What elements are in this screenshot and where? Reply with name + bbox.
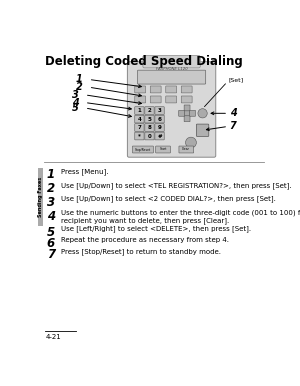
- FancyBboxPatch shape: [128, 62, 216, 157]
- Text: Press [Stop/Reset] to return to standby mode.: Press [Stop/Reset] to return to standby …: [61, 248, 221, 255]
- Text: 7: 7: [137, 125, 141, 130]
- Text: Use [Up/Down] to select <2 CODED DIAL?>, then press [Set].: Use [Up/Down] to select <2 CODED DIAL?>,…: [61, 196, 276, 202]
- FancyBboxPatch shape: [179, 146, 194, 153]
- Text: 1: 1: [137, 108, 141, 113]
- Text: 7: 7: [230, 122, 236, 131]
- Text: 2: 2: [46, 182, 55, 195]
- Text: 1: 1: [76, 74, 82, 85]
- Text: [Set]: [Set]: [228, 78, 243, 83]
- Text: 4: 4: [72, 98, 79, 108]
- FancyBboxPatch shape: [145, 115, 154, 123]
- FancyBboxPatch shape: [137, 70, 206, 84]
- Text: Deleting Coded Speed Dialing: Deleting Coded Speed Dialing: [45, 55, 243, 68]
- Text: 6: 6: [158, 117, 161, 122]
- FancyBboxPatch shape: [135, 86, 146, 93]
- FancyBboxPatch shape: [135, 96, 146, 103]
- FancyBboxPatch shape: [156, 146, 170, 153]
- Text: *: *: [138, 134, 141, 139]
- Text: 4-21: 4-21: [45, 334, 61, 340]
- Text: 8: 8: [148, 125, 152, 130]
- Text: Use [Up/Down] to select <TEL REGISTRATION?>, then press [Set].: Use [Up/Down] to select <TEL REGISTRATIO…: [61, 182, 291, 189]
- Circle shape: [185, 137, 197, 148]
- FancyBboxPatch shape: [135, 124, 144, 131]
- FancyBboxPatch shape: [155, 115, 164, 123]
- FancyBboxPatch shape: [181, 86, 192, 93]
- FancyBboxPatch shape: [155, 107, 164, 115]
- FancyBboxPatch shape: [166, 86, 177, 93]
- Circle shape: [198, 109, 207, 118]
- FancyBboxPatch shape: [132, 146, 153, 153]
- Text: 0: 0: [148, 134, 152, 139]
- Text: 3: 3: [46, 196, 55, 209]
- FancyBboxPatch shape: [145, 107, 154, 115]
- FancyBboxPatch shape: [155, 124, 164, 131]
- Text: 1: 1: [46, 168, 55, 181]
- Text: Press [Menu].: Press [Menu].: [61, 168, 108, 175]
- Text: 2: 2: [76, 82, 82, 92]
- FancyBboxPatch shape: [150, 86, 161, 93]
- Text: Stop/Reset: Stop/Reset: [135, 147, 151, 151]
- Text: 4: 4: [46, 210, 55, 223]
- Text: 9: 9: [158, 125, 161, 130]
- Text: Start: Start: [159, 147, 167, 151]
- Text: 2: 2: [148, 108, 152, 113]
- Bar: [38, 168, 43, 226]
- Text: 7: 7: [46, 248, 55, 261]
- Text: Repeat the procedure as necessary from step 4.: Repeat the procedure as necessary from s…: [61, 237, 229, 243]
- Text: Use the numeric buttons to enter the three-digit code (001 to 100) for the
recip: Use the numeric buttons to enter the thr…: [61, 210, 300, 224]
- Text: 5: 5: [72, 103, 79, 113]
- FancyBboxPatch shape: [145, 132, 154, 140]
- FancyBboxPatch shape: [135, 107, 144, 115]
- FancyBboxPatch shape: [155, 132, 164, 140]
- FancyBboxPatch shape: [181, 96, 192, 103]
- FancyBboxPatch shape: [179, 110, 184, 116]
- Text: 5: 5: [46, 226, 55, 239]
- Text: #: #: [157, 134, 162, 139]
- FancyBboxPatch shape: [143, 56, 200, 68]
- FancyBboxPatch shape: [135, 115, 144, 123]
- Text: 6: 6: [46, 237, 55, 250]
- FancyBboxPatch shape: [190, 110, 195, 116]
- Text: 4: 4: [230, 108, 236, 119]
- FancyBboxPatch shape: [184, 116, 190, 122]
- FancyBboxPatch shape: [135, 132, 144, 140]
- Text: Use [Left/Right] to select <DELETE>, then press [Set].: Use [Left/Right] to select <DELETE>, the…: [61, 226, 251, 232]
- Text: FAXPHONE L120: FAXPHONE L120: [156, 67, 188, 71]
- Text: Clear: Clear: [182, 147, 190, 151]
- FancyBboxPatch shape: [166, 96, 177, 103]
- Text: 4: 4: [137, 117, 141, 122]
- FancyBboxPatch shape: [150, 96, 161, 103]
- FancyBboxPatch shape: [196, 124, 209, 136]
- Text: 3: 3: [72, 90, 79, 100]
- FancyBboxPatch shape: [184, 105, 190, 111]
- FancyBboxPatch shape: [184, 110, 190, 116]
- Text: 3: 3: [158, 108, 161, 113]
- Text: Sending Faxes: Sending Faxes: [38, 176, 43, 217]
- Text: 5: 5: [148, 117, 152, 122]
- FancyBboxPatch shape: [145, 124, 154, 131]
